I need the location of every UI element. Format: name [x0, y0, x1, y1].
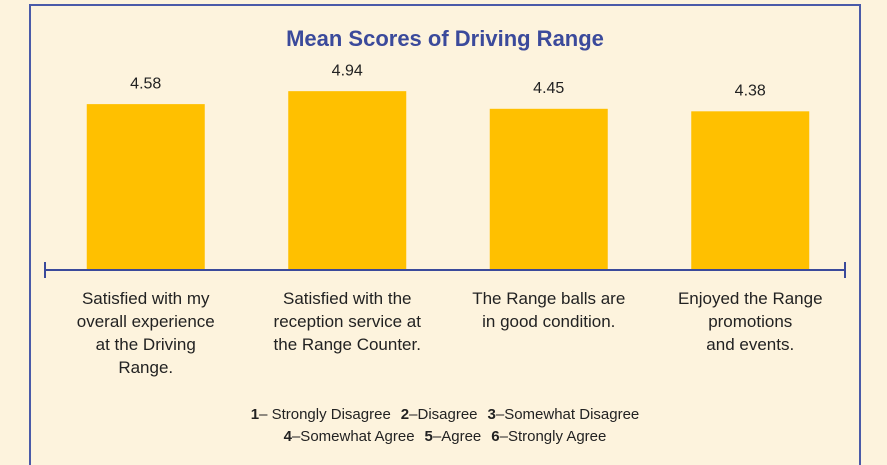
value-label: 4.58 [130, 75, 161, 92]
scale-label: –Somewhat Agree [291, 428, 415, 445]
legend-row: 4–Somewhat Agree 5–Agree 6–Strongly Agree [30, 426, 860, 448]
legend-item: 5–Agree [425, 428, 482, 445]
scale-legend: 1– Strongly Disagree 2–Disagree 3–Somewhat… [30, 404, 860, 448]
bar [86, 104, 205, 270]
scale-label: –Disagree [409, 406, 478, 423]
scale-label: –Somewhat Disagree [495, 406, 640, 423]
scale-number: 5 [424, 428, 433, 445]
scale-number: 6 [491, 428, 500, 445]
scale-number: 3 [487, 406, 496, 423]
bar [489, 108, 608, 269]
scale-number: 2 [400, 406, 410, 423]
scale-number: 1 [250, 406, 260, 423]
value-label: 4.45 [533, 80, 564, 97]
legend-item: 2–Disagree [401, 406, 478, 423]
scale-label: –Agree [432, 428, 482, 445]
x-tick-label: Enjoyed the Range promotions and events. [677, 289, 823, 354]
scale-number: 4 [283, 428, 292, 445]
bar [691, 111, 810, 269]
legend-item: 3–Somewhat Disagree [488, 406, 640, 423]
frame [29, 4, 861, 465]
legend-item: 4–Somewhat Agree [284, 428, 415, 445]
legend-row: 1– Strongly Disagree 2–Disagree 3–Somewhat… [30, 404, 860, 426]
x-tick-label: Satisfied with my overall experience at … [76, 289, 215, 377]
legend-item: 6–Strongly Agree [491, 428, 606, 445]
scale-label: – Strongly Disagree [259, 406, 391, 423]
x-tick-label: Satisfied with the reception service at … [273, 289, 421, 354]
value-label: 4.38 [735, 83, 766, 100]
scale-label: –Strongly Agree [499, 428, 607, 445]
x-tick-label: The Range balls are in good condition. [472, 289, 626, 331]
bar [288, 91, 407, 269]
chart-title: Mean Scores of Driving Range [286, 26, 604, 51]
legend-item: 1– Strongly Disagree [251, 406, 391, 423]
value-label: 4.94 [332, 62, 363, 79]
